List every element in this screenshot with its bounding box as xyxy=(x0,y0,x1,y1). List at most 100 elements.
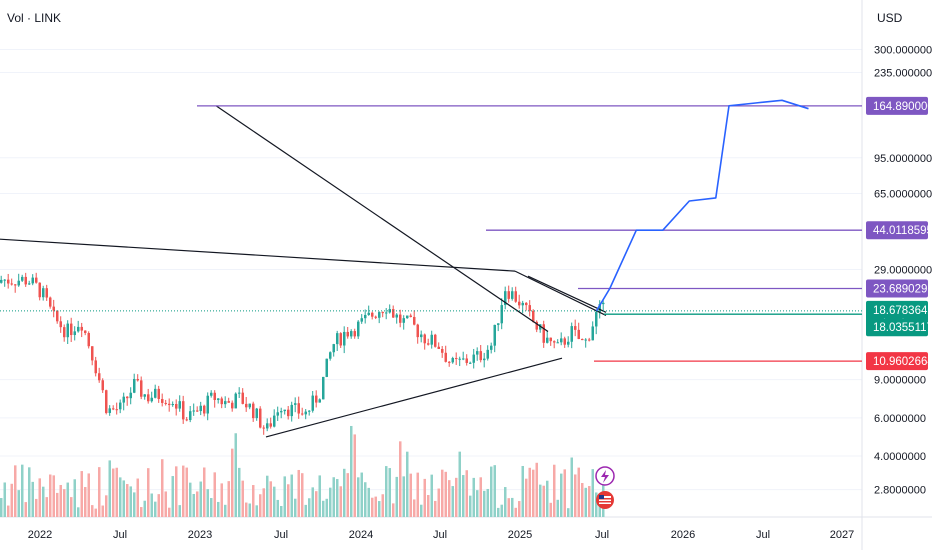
time-tick-label: 2022 xyxy=(28,529,52,541)
volume-bar xyxy=(203,467,206,517)
volume-bar xyxy=(217,501,220,517)
candle xyxy=(395,314,398,318)
candle xyxy=(462,358,465,360)
volume-bar xyxy=(241,480,244,517)
volume-bar xyxy=(143,500,146,517)
volume-bar xyxy=(234,433,237,517)
candle xyxy=(511,291,514,299)
candle xyxy=(182,401,185,420)
candle xyxy=(276,412,279,416)
candle xyxy=(262,427,265,429)
trend-line xyxy=(0,238,516,272)
candle xyxy=(346,331,349,337)
volume-bar xyxy=(329,487,332,517)
candle xyxy=(199,405,202,412)
volume-bars xyxy=(0,425,605,517)
volume-bar xyxy=(500,504,503,517)
candle xyxy=(150,397,153,402)
volume-bar xyxy=(283,476,286,517)
volume-bar xyxy=(479,477,482,517)
candle xyxy=(525,302,528,306)
volume-bar xyxy=(301,473,304,517)
volume-bar xyxy=(280,505,283,517)
volume-bar xyxy=(444,471,447,517)
volume-bar xyxy=(420,504,423,517)
volume-bar xyxy=(336,479,339,517)
volume-bar xyxy=(539,484,542,517)
volume-bar xyxy=(73,479,76,517)
candle xyxy=(350,331,353,337)
projection-path xyxy=(595,99,809,312)
volume-bar xyxy=(357,477,360,517)
candle xyxy=(122,396,125,403)
volume-bar xyxy=(556,499,559,517)
volume-bar xyxy=(462,475,465,517)
candle xyxy=(542,324,545,343)
volume-bar xyxy=(430,474,433,517)
volume-bar xyxy=(308,498,311,517)
volume-bar xyxy=(451,486,454,517)
event-icons xyxy=(595,466,615,509)
candle xyxy=(35,277,38,283)
volume-bar xyxy=(70,497,73,517)
volume-bar xyxy=(514,507,517,517)
volume-bar xyxy=(161,459,164,517)
candle xyxy=(0,279,3,283)
volume-bar xyxy=(77,507,80,517)
volume-bar xyxy=(402,476,405,517)
price-marker: 23.6890296 xyxy=(866,279,932,298)
candle xyxy=(290,404,293,417)
candle xyxy=(255,408,258,419)
candle xyxy=(413,316,416,325)
volume-bar xyxy=(595,492,598,517)
volume-bar xyxy=(35,498,38,517)
price-tick-label: 65.0000000 xyxy=(874,189,932,201)
price-tick-label: 4.0000000 xyxy=(874,451,926,463)
volume-bar xyxy=(581,483,584,517)
volume-bar xyxy=(392,503,395,517)
price-marker-bg xyxy=(866,279,928,298)
price-marker-label: 23.6890296 xyxy=(873,284,932,296)
candle xyxy=(556,342,559,344)
candle xyxy=(231,402,234,409)
volume-bar xyxy=(511,497,514,517)
volume-bar xyxy=(168,507,171,517)
volume-bar xyxy=(549,502,552,517)
candle xyxy=(241,392,244,404)
candle xyxy=(336,333,339,345)
volume-bar xyxy=(294,498,297,517)
volume-bar xyxy=(10,483,13,517)
volume-bar xyxy=(504,487,507,517)
volume-bar xyxy=(42,486,45,517)
volume-bar xyxy=(437,488,440,517)
volume-bar xyxy=(497,507,500,517)
candle xyxy=(364,314,367,319)
volume-bar xyxy=(346,473,349,517)
candle xyxy=(577,329,580,340)
candle xyxy=(175,404,178,409)
time-tick-label: Jul xyxy=(113,529,127,541)
volume-bar xyxy=(339,486,342,517)
volume-bar xyxy=(28,467,31,517)
volume-bar xyxy=(238,467,241,517)
currency-label: USD xyxy=(877,11,903,25)
candle xyxy=(31,277,34,284)
volume-bar xyxy=(385,466,388,517)
volume-bar xyxy=(318,475,321,517)
chart-title: Vol · LINK xyxy=(7,11,62,25)
volume-bar xyxy=(213,472,216,517)
volume-bar xyxy=(248,503,251,517)
candle xyxy=(465,358,468,363)
volume-bar xyxy=(136,478,139,517)
candle xyxy=(406,315,409,319)
volume-bar xyxy=(518,501,521,517)
price-marker-bg xyxy=(866,318,928,337)
candle xyxy=(147,394,150,402)
volume-bar xyxy=(259,494,262,517)
candle xyxy=(38,282,41,298)
volume-bar xyxy=(598,497,601,517)
price-marker-label: 164.8900000 xyxy=(873,101,932,113)
volume-bar xyxy=(322,500,325,517)
volume-bar xyxy=(381,494,384,517)
